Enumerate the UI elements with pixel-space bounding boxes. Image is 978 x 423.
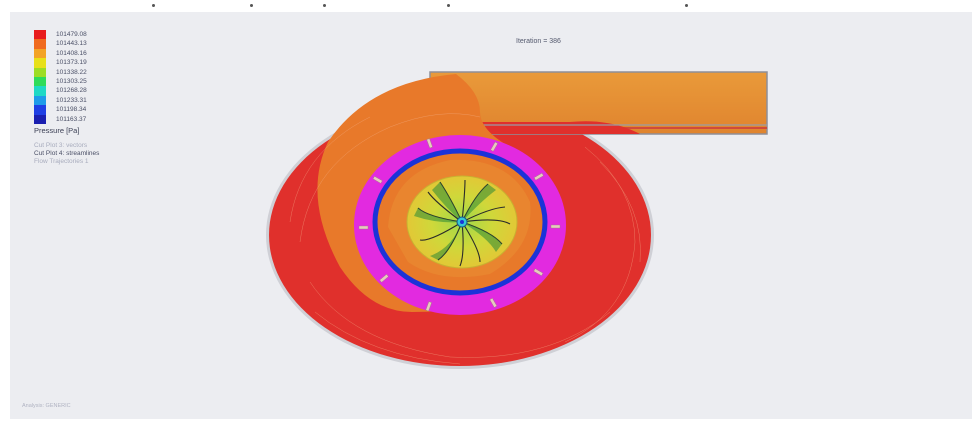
cut-plot-list: Cut Plot 3: vectors Cut Plot 4: streamlin… (34, 142, 99, 166)
legend-swatch (34, 48, 46, 59)
legend-swatch (34, 30, 46, 40)
legend-value: 101303.25 (56, 77, 87, 85)
simulation-viewport[interactable]: 101479.08 101443.13 101408.16 101373.19 1013… (10, 12, 972, 419)
cut-plot-item[interactable]: Flow Trajectories 1 (34, 157, 89, 165)
legend-swatch (34, 39, 46, 49)
impeller-ring (372, 148, 548, 296)
legend-value: 101338.22 (56, 68, 87, 76)
legend-entry: 101479.08 (34, 30, 99, 40)
legend-swatch (34, 58, 46, 68)
legend-value: 101443.13 (56, 40, 87, 48)
ruler-tick (250, 4, 253, 7)
legend-entry: 101233.31 (34, 95, 99, 106)
legend-entry: 101303.25 (34, 76, 99, 87)
blade-pressure-zones (414, 182, 502, 260)
cut-plot-item[interactable]: Cut Plot 4: streamlines (34, 149, 100, 157)
pressure-legend: 101479.08 101443.13 101408.16 101373.19 1013… (34, 30, 99, 166)
top-ruler (0, 0, 978, 12)
legend-swatch (34, 95, 46, 106)
legend-title: Pressure [Pa] (34, 125, 80, 135)
ruler-tick (323, 4, 326, 7)
legend-entry: 101268.28 (34, 86, 99, 96)
legend-value: 101163.37 (56, 115, 87, 123)
legend-value: 101198.34 (56, 106, 87, 114)
legend-swatch (34, 105, 46, 115)
legend-entry: 101163.37 (34, 114, 99, 124)
ruler-tick (152, 4, 155, 7)
legend-entry: 101408.16 (34, 48, 99, 59)
legend-entry: 101373.19 (34, 58, 99, 68)
legend-scale: 101479.08 101443.13 101408.16 101373.19 1013… (34, 30, 99, 124)
iteration-label: Iteration = 386 (516, 38, 561, 45)
legend-value: 101408.16 (56, 49, 87, 57)
legend-value: 101479.08 (56, 31, 87, 38)
legend-swatch (34, 76, 46, 87)
analysis-label: Analysis: GENERIC (22, 403, 71, 409)
cut-plot-item[interactable]: Cut Plot 3: vectors (34, 141, 88, 149)
pipe-tongue (472, 121, 640, 134)
ruler-tick (447, 4, 450, 7)
shaft-center (460, 220, 464, 224)
legend-swatch (34, 86, 46, 96)
legend-swatch (34, 114, 46, 124)
pump-volute-render[interactable] (10, 12, 972, 419)
ruler-tick (685, 4, 688, 7)
legend-value: 101233.31 (56, 96, 87, 104)
legend-swatch (34, 67, 46, 77)
legend-value: 101268.28 (56, 87, 87, 95)
streamlines (289, 113, 641, 365)
legend-entry: 101338.22 (34, 67, 99, 77)
legend-entry: 101443.13 (34, 39, 99, 49)
legend-entry: 101198.34 (34, 105, 99, 115)
diffuser-vanes (358, 138, 561, 312)
legend-value: 101373.19 (56, 59, 87, 67)
